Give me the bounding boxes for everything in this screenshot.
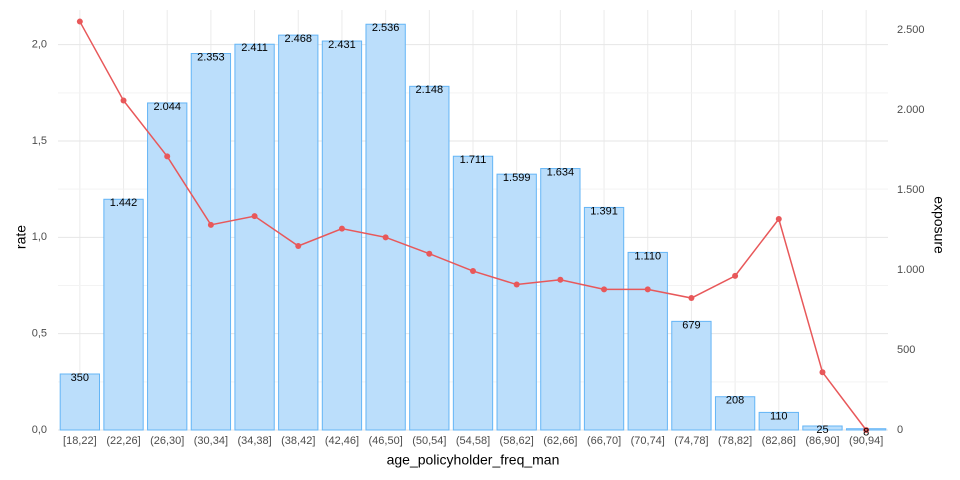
value-label: 1.391: [590, 205, 618, 217]
bar: [59, 373, 100, 431]
bar: [802, 425, 843, 431]
point: [775, 216, 782, 223]
bar: [234, 43, 275, 431]
x-tick-label: (38,42]: [281, 435, 315, 447]
bar: [409, 85, 450, 431]
x-tick-label: (30,34]: [194, 435, 228, 447]
bar: [278, 34, 319, 431]
value-label: 2.148: [416, 84, 444, 96]
value-label: 25: [816, 424, 828, 436]
x-tick-label: (26,30]: [150, 435, 184, 447]
point: [295, 243, 302, 250]
lines: [76, 18, 870, 433]
bar: [540, 168, 581, 431]
y2-tick-label: 2.000: [897, 104, 925, 116]
value-label: 1.711: [460, 154, 487, 166]
point: [207, 221, 214, 228]
point: [76, 18, 83, 25]
y-tick-label: 2,0: [32, 39, 47, 51]
bar: [671, 320, 712, 431]
x-tick-label: (50,54]: [412, 435, 446, 447]
x-tick-label: (42,46]: [325, 435, 359, 447]
y2-tick-label: 500: [897, 344, 915, 356]
x-tick-label: (22,26]: [106, 435, 140, 447]
value-label: 1.110: [634, 250, 661, 262]
x-tick-label: (82,86]: [762, 435, 796, 447]
y2-tick-label: 2.500: [897, 24, 925, 36]
x-tick-label: (46,50]: [369, 435, 403, 447]
y2-tick-label: 0: [897, 424, 903, 436]
value-label: 2.353: [197, 51, 225, 63]
x-tick-label: (78,82]: [718, 435, 752, 447]
x-tick-label: (74,78]: [674, 435, 708, 447]
point: [513, 281, 520, 288]
y2-axis-title: exposure: [931, 196, 947, 254]
value-label: 1.599: [503, 172, 531, 184]
value-label: 110: [770, 410, 788, 422]
point: [251, 213, 258, 220]
point: [426, 250, 433, 257]
point: [863, 427, 870, 433]
value-label: 2.431: [328, 39, 356, 51]
value-label: 2.044: [153, 101, 181, 113]
y-axis-title: rate: [13, 225, 29, 249]
value-label: 1.442: [110, 197, 138, 209]
y-tick-label: 1,0: [32, 231, 47, 243]
value-label: 2.411: [241, 42, 268, 54]
value-label: 208: [726, 395, 744, 407]
x-tick-label: (86,90]: [805, 435, 839, 447]
x-tick-label: (54,58]: [456, 435, 490, 447]
x-axis-title: age_policyholder_freq_man: [387, 452, 560, 468]
x-tick-label: (90,94]: [849, 435, 883, 447]
bar: [758, 411, 799, 431]
y2-tick-label: 1.500: [897, 184, 925, 196]
x-tick-label: (66,70]: [587, 435, 621, 447]
point: [644, 286, 651, 293]
bar: [496, 173, 537, 431]
value-label: 1.634: [547, 166, 575, 178]
y-tick-label: 0,0: [32, 424, 47, 436]
point: [470, 268, 476, 275]
bar: [627, 251, 668, 431]
value-label: 2.536: [372, 22, 400, 34]
y2-tick-label: 1.000: [897, 264, 925, 276]
bar: [452, 155, 494, 431]
y-tick-label: 1,5: [32, 135, 47, 147]
point: [557, 276, 564, 283]
x-tick-label: (70,74]: [631, 435, 665, 447]
y-tick-label: 0,5: [32, 328, 47, 340]
value-label: 8: [863, 427, 869, 439]
labels: [18,22] (22,26] (26,30] (30,34] (34,38] (38,4…: [32, 22, 925, 447]
bar: [714, 396, 756, 431]
point: [688, 295, 695, 302]
bar: [583, 206, 625, 431]
value-label: 2.468: [284, 33, 312, 45]
point: [732, 272, 739, 279]
bar: [147, 102, 188, 431]
x-tick-label: (58,62]: [500, 435, 534, 447]
x-tick-label: (62,66]: [543, 435, 577, 447]
bar: [190, 53, 232, 431]
value-label: 679: [682, 319, 700, 331]
x-tick-label: [18,22]: [63, 435, 97, 447]
x-tick-label: (34,38]: [237, 435, 271, 447]
point: [164, 153, 171, 160]
point: [382, 234, 389, 241]
bar: [321, 40, 363, 431]
point: [601, 286, 608, 293]
bar: [365, 23, 406, 431]
point: [120, 97, 127, 104]
bar: [103, 198, 144, 431]
point: [338, 225, 345, 232]
point: [819, 369, 826, 376]
value-label: 350: [71, 372, 89, 384]
